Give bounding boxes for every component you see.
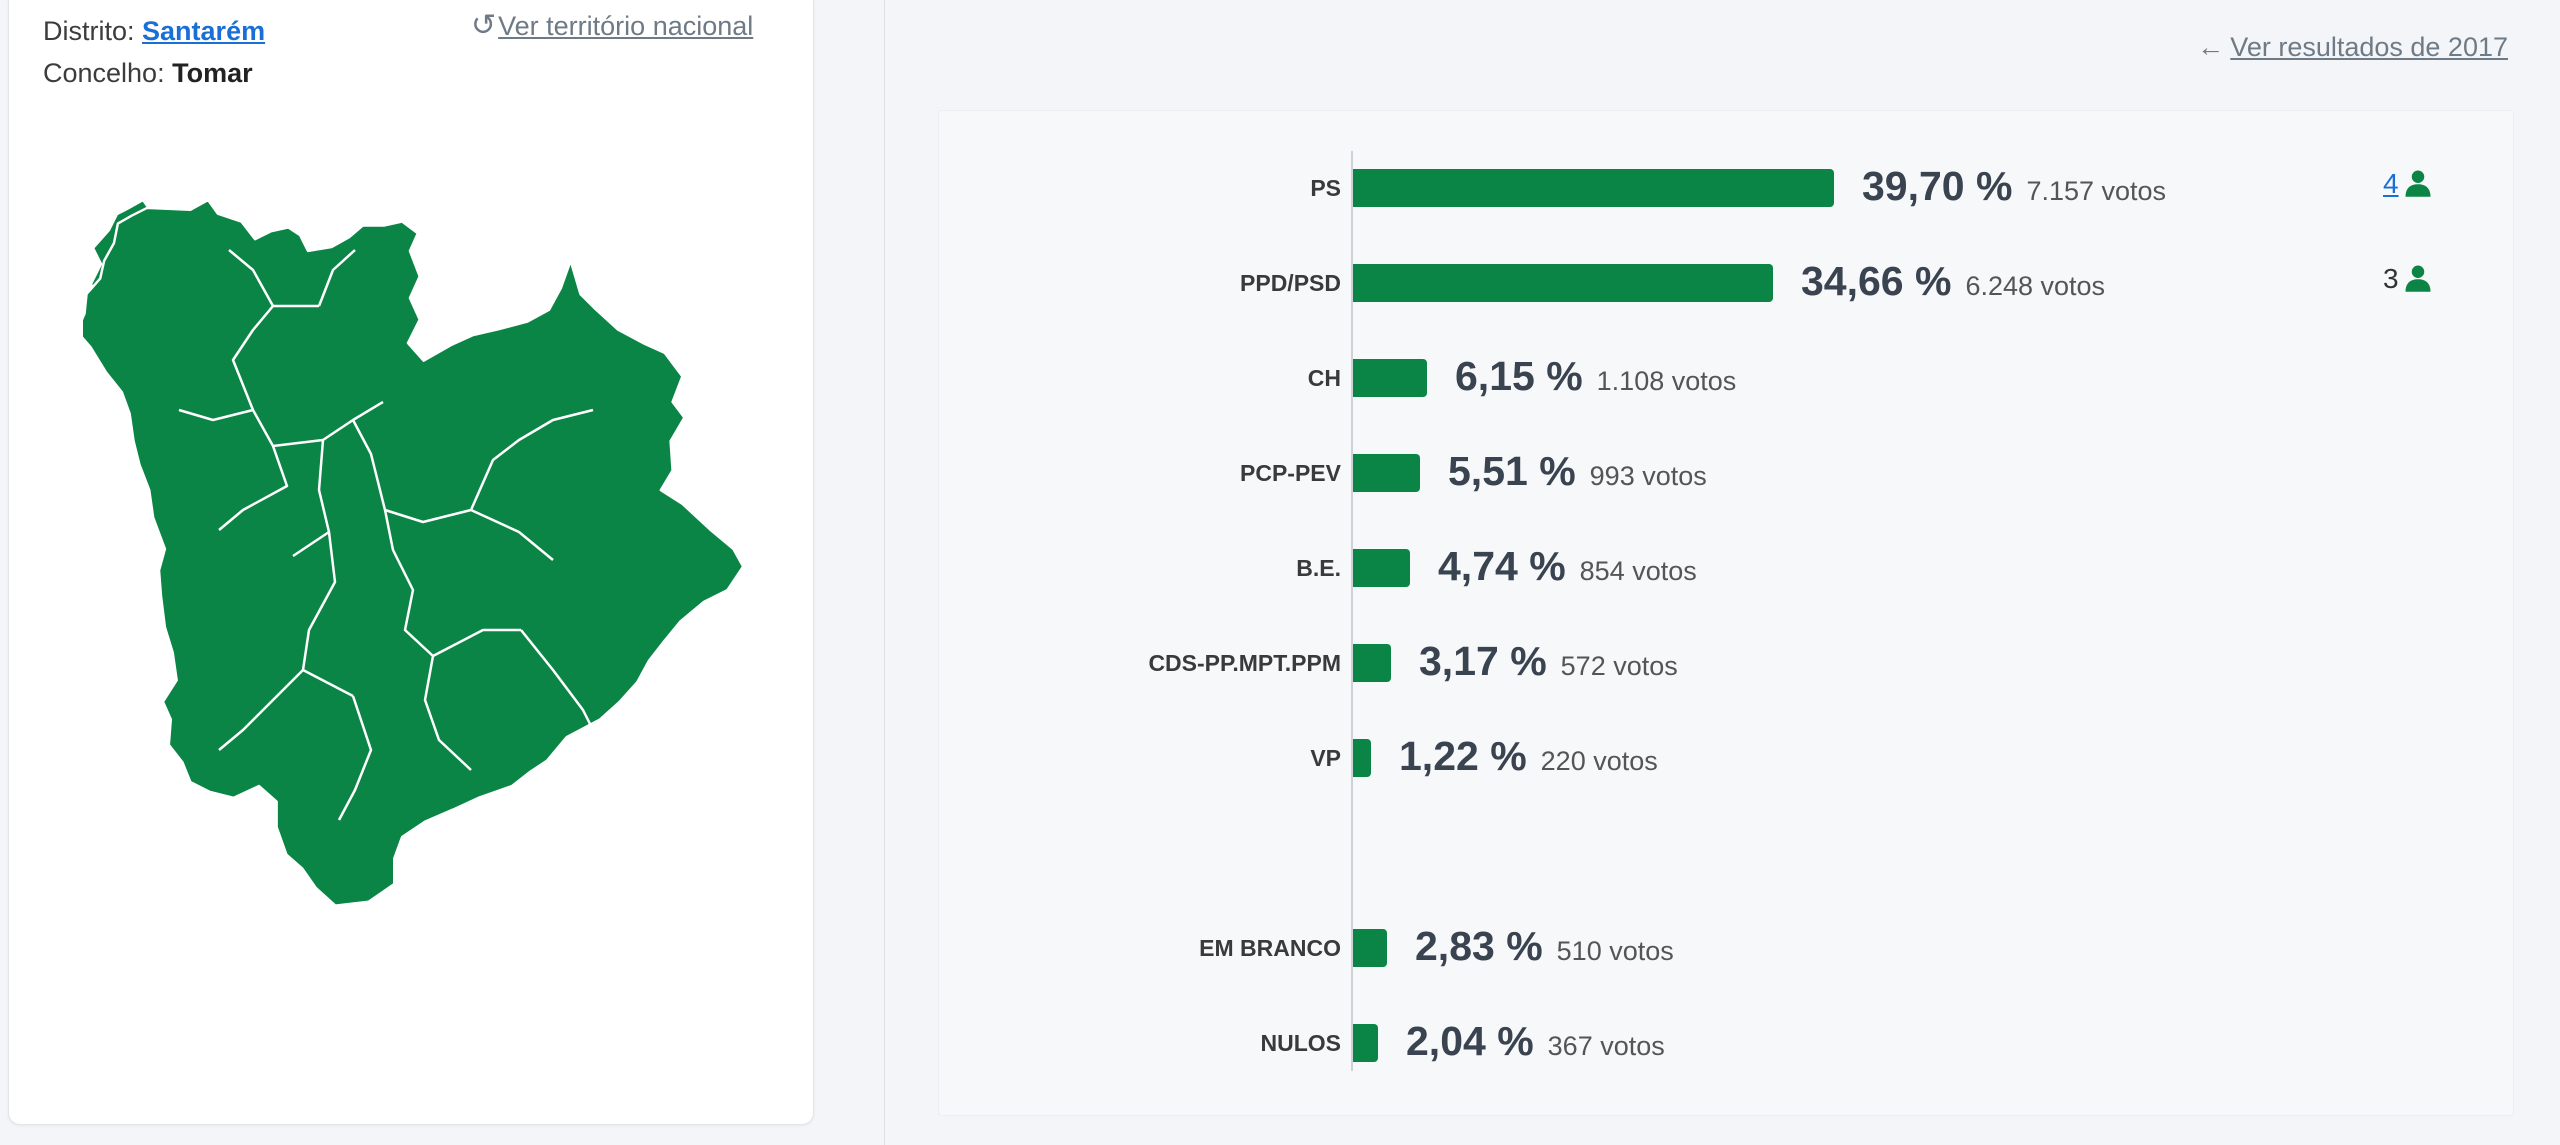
votes-label: 367 votos — [1547, 1031, 1665, 1061]
council-value: Tomar — [172, 58, 253, 88]
map-borders — [178, 249, 595, 821]
votes-label: 854 votos — [1579, 556, 1697, 586]
result-row-ppd-psd: PPD/PSD 34,66 % 6.248 votos 3 — [939, 258, 2513, 305]
votes-label: 6.248 votos — [1965, 271, 2106, 301]
national-territory-link-label: Ver território nacional — [498, 11, 754, 41]
result-row-b-e: B.E. 4,74 % 854 votos — [939, 543, 2513, 590]
party-name: EM BRANCO — [1199, 935, 1341, 961]
result-row-em-branco: EM BRANCO 2,83 % 510 votos — [939, 923, 2513, 970]
percentage-label: 2,04 % 367 votos — [1406, 1018, 1665, 1065]
previous-results-link[interactable]: ← Ver resultados de 2017 — [2197, 32, 2508, 63]
percentage-label: 34,66 % 6.248 votos — [1801, 258, 2105, 305]
party-name: CDS-PP.MPT.PPM — [1148, 650, 1341, 676]
percentage-label: 2,83 % 510 votos — [1415, 923, 1674, 970]
percentage-value: 2,83 % — [1415, 923, 1543, 969]
votes-label: 7.157 votos — [2026, 176, 2167, 206]
percentage-label: 1,22 % 220 votos — [1399, 733, 1658, 780]
chart-axis-line — [1351, 151, 1353, 1071]
council-label: Concelho: — [43, 58, 165, 88]
result-row-vp: VP 1,22 % 220 votos — [939, 733, 2513, 780]
council-line: Concelho: Tomar — [43, 52, 265, 94]
arrow-left-icon: ← — [2197, 32, 2225, 62]
party-name: PS — [1310, 175, 1341, 201]
result-row-pcp-pev: PCP-PEV 5,51 % 993 votos — [939, 448, 2513, 495]
percentage-value: 5,51 % — [1448, 448, 1576, 494]
result-row-cds-pp-mpt-ppm: CDS-PP.MPT.PPM 3,17 % 572 votos — [939, 638, 2513, 685]
location-card: Distrito: Santarém Concelho: Tomar ↺Ver … — [8, 0, 814, 1125]
percentage-value: 39,70 % — [1862, 163, 2013, 209]
votes-label: 1.108 votos — [1596, 366, 1737, 396]
party-name: CH — [1307, 365, 1341, 391]
party-name: VP — [1310, 745, 1341, 771]
result-row-nulos: NULOS 2,04 % 367 votos — [939, 1018, 2513, 1065]
percentage-value: 34,66 % — [1801, 258, 1952, 304]
result-bar[interactable] — [1353, 359, 1427, 397]
percentage-label: 39,70 % 7.157 votos — [1862, 163, 2166, 210]
district-line: Distrito: Santarém — [43, 10, 265, 52]
location-meta: Distrito: Santarém Concelho: Tomar — [43, 10, 265, 94]
panel-divider — [884, 0, 885, 1145]
result-row-ps: PS 39,70 % 7.157 votos 4 — [939, 163, 2513, 210]
result-bar[interactable] — [1353, 169, 1834, 207]
results-chart: PS 39,70 % 7.157 votos 4 PPD/PSD 34,66 % 6.248… — [938, 110, 2514, 1116]
percentage-value: 1,22 % — [1399, 733, 1527, 779]
votes-label: 220 votos — [1540, 746, 1658, 776]
result-bar[interactable] — [1353, 264, 1773, 302]
result-bar[interactable] — [1353, 739, 1371, 777]
result-bar[interactable] — [1353, 1024, 1378, 1062]
national-territory-link[interactable]: ↺Ver território nacional — [471, 8, 753, 43]
result-bar[interactable] — [1353, 549, 1410, 587]
percentage-value: 4,74 % — [1438, 543, 1566, 589]
district-link[interactable]: Santarém — [142, 16, 266, 46]
district-label: Distrito: — [43, 16, 135, 46]
percentage-label: 5,51 % 993 votos — [1448, 448, 1707, 495]
percentage-value: 2,04 % — [1406, 1018, 1534, 1064]
council-map — [83, 200, 745, 907]
user-icon — [2405, 170, 2431, 197]
party-name: NULOS — [1260, 1030, 1342, 1056]
seats-count: 3 — [2383, 263, 2433, 295]
user-icon — [2405, 265, 2431, 292]
party-name: PPD/PSD — [1240, 270, 1341, 296]
undo-icon: ↺ — [471, 9, 497, 42]
result-bar[interactable] — [1353, 454, 1420, 492]
seats-number: 3 — [2383, 263, 2399, 294]
map-parish-outline[interactable] — [83, 200, 745, 907]
result-bar[interactable] — [1353, 644, 1391, 682]
seats-number[interactable]: 4 — [2383, 168, 2399, 199]
percentage-label: 6,15 % 1.108 votos — [1455, 353, 1736, 400]
percentage-value: 6,15 % — [1455, 353, 1583, 399]
percentage-label: 4,74 % 854 votos — [1438, 543, 1697, 590]
result-row-ch: CH 6,15 % 1.108 votos — [939, 353, 2513, 400]
party-name: B.E. — [1296, 555, 1341, 581]
votes-label: 510 votos — [1556, 936, 1674, 966]
percentage-value: 3,17 % — [1419, 638, 1547, 684]
votes-label: 572 votos — [1560, 651, 1678, 681]
previous-results-link-label: Ver resultados de 2017 — [2230, 32, 2508, 62]
party-name: PCP-PEV — [1240, 460, 1341, 486]
result-bar[interactable] — [1353, 929, 1387, 967]
seats-count[interactable]: 4 — [2383, 168, 2433, 200]
percentage-label: 3,17 % 572 votos — [1419, 638, 1678, 685]
votes-label: 993 votos — [1589, 461, 1707, 491]
